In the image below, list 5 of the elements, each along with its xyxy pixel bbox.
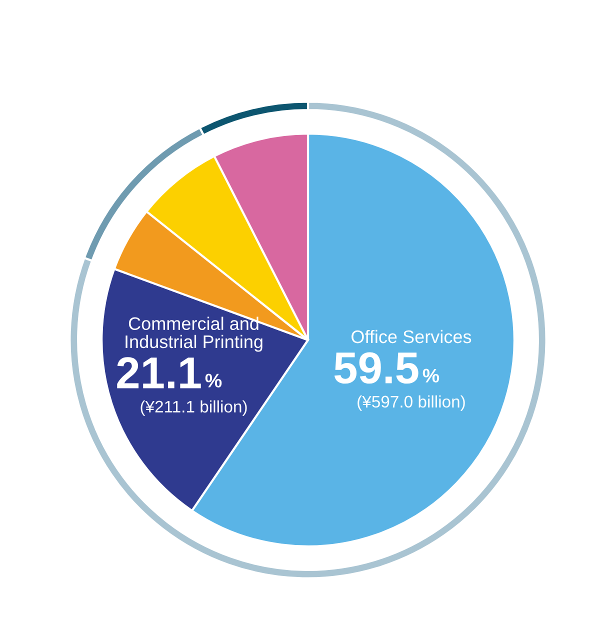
data-label: 59.5% [334, 352, 440, 384]
text: (¥211.1 billion) [140, 400, 247, 416]
data-label: 21.1% [117, 357, 222, 388]
slice-label: Office Services [352, 330, 472, 344]
text: (¥597.0 billion) [358, 395, 465, 411]
